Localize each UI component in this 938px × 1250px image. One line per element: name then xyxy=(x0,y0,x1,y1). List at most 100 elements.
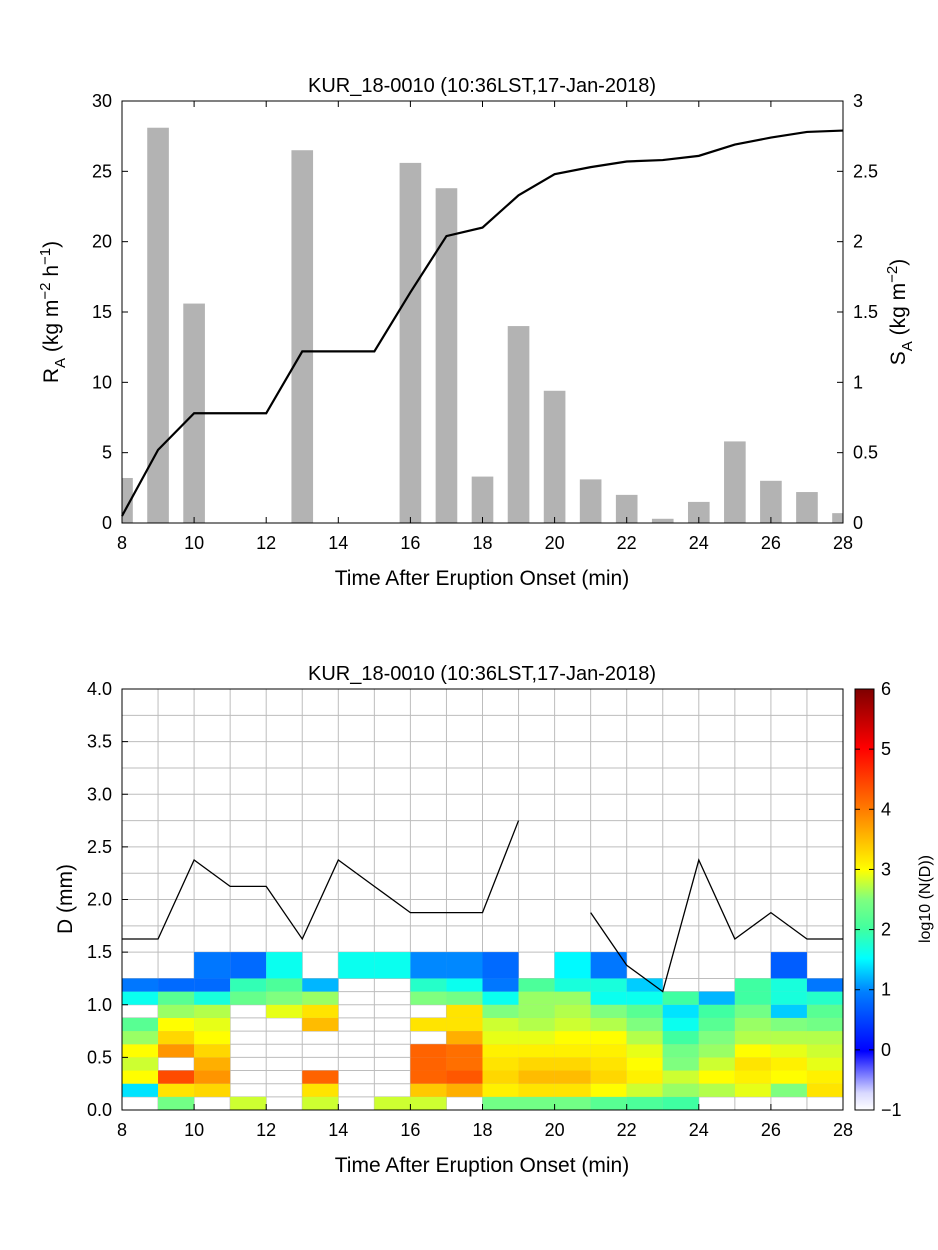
heatmap-cell xyxy=(158,1017,195,1032)
heatmap-cell xyxy=(266,952,303,979)
x-tick-label: 8 xyxy=(117,533,127,553)
heatmap-cell xyxy=(482,991,519,1005)
top-x-axis-label: Time After Eruption Onset (min) xyxy=(335,567,629,590)
heatmap-cell xyxy=(122,1083,159,1097)
heatmap-cell xyxy=(122,1017,159,1032)
max-diameter-line xyxy=(122,820,520,941)
heatmap-cell xyxy=(770,978,807,992)
y-tick-label: 4.0 xyxy=(87,679,112,699)
heatmap-cell xyxy=(698,1044,735,1058)
heatmap-cell xyxy=(626,991,663,1005)
y2-tick-label: 0 xyxy=(853,513,863,533)
y-tick-label: 25 xyxy=(92,161,112,181)
heatmap-cell xyxy=(230,978,267,992)
x-tick-label: 16 xyxy=(400,533,420,553)
heatmap-cell xyxy=(518,1031,555,1045)
colorbar-tick-label: 5 xyxy=(881,739,891,759)
y-tick-label: 5 xyxy=(102,443,112,463)
heatmap-cell xyxy=(662,1070,699,1084)
heatmap-cell xyxy=(806,978,843,992)
x-tick-label: 10 xyxy=(184,533,204,553)
heatmap-cell xyxy=(482,1096,519,1110)
heatmap-cell xyxy=(806,991,843,1005)
y-tick-label: 0.0 xyxy=(87,1100,112,1120)
y2-tick-label: 2 xyxy=(853,232,863,252)
heatmap-cell xyxy=(446,1070,483,1084)
heatmap-cell xyxy=(266,1004,303,1018)
heatmap-cell xyxy=(590,1070,627,1084)
x-tick-label: 12 xyxy=(256,1120,276,1140)
heatmap-cell xyxy=(410,1083,447,1097)
heatmap-cell xyxy=(554,1070,591,1084)
x-tick-label: 18 xyxy=(472,1120,492,1140)
heatmap-cell xyxy=(626,1017,663,1032)
heatmap-cell xyxy=(662,1004,699,1018)
y-tick-label: 30 xyxy=(92,91,112,111)
heatmap-cell xyxy=(662,1096,699,1110)
heatmap-cell xyxy=(770,952,807,979)
y-tick-label: 2.0 xyxy=(87,890,112,910)
bar xyxy=(832,513,843,523)
heatmap-cell xyxy=(446,1044,483,1058)
heatmap-cell xyxy=(734,991,771,1005)
heatmap-cell xyxy=(122,978,159,992)
heatmap-cell xyxy=(482,1031,519,1045)
heatmap-cell xyxy=(590,952,627,979)
heatmap-cell xyxy=(230,952,267,979)
y-tick-label: 0.5 xyxy=(87,1047,112,1067)
heatmap-cell xyxy=(554,1044,591,1058)
top-chart-title: KUR_18-0010 (10:36LST,17-Jan-2018) xyxy=(308,75,656,97)
heatmap-cell xyxy=(626,1044,663,1058)
bottom-y-ticks: 0.0 0.5 1.0 1.5 2.0 2.5 3.0 3.5 4.0 xyxy=(87,679,128,1120)
x-tick-label: 10 xyxy=(184,1120,204,1140)
heatmap-cell xyxy=(122,1057,159,1071)
y2-tick-label: 2.5 xyxy=(853,161,878,181)
bar xyxy=(651,518,674,523)
heatmap-cell xyxy=(266,978,303,992)
heatmap-cell xyxy=(806,1031,843,1045)
heatmap-cell xyxy=(410,1017,447,1032)
y-tick-label: 15 xyxy=(92,302,112,322)
x-tick-label: 28 xyxy=(833,1120,853,1140)
x-tick-label: 22 xyxy=(617,533,637,553)
heatmap-cell xyxy=(662,1017,699,1032)
heatmap-cell xyxy=(770,1044,807,1058)
heatmap-cell xyxy=(662,1031,699,1045)
bar xyxy=(796,492,818,523)
heatmap-cell xyxy=(554,1057,591,1071)
colorbar-tick-label: 2 xyxy=(881,920,891,940)
bar xyxy=(687,501,710,523)
colorbar-tick-label: 4 xyxy=(881,799,891,819)
heatmap-cell xyxy=(446,1004,483,1018)
heatmap-cell xyxy=(698,1031,735,1045)
heatmap-cell xyxy=(662,1083,699,1097)
top-line xyxy=(121,129,844,517)
x-tick-label: 24 xyxy=(689,1120,709,1140)
top-bars xyxy=(122,127,843,523)
heatmap-cell xyxy=(698,991,735,1005)
heatmap-cell xyxy=(158,1083,195,1097)
heatmap-cell xyxy=(590,1096,627,1110)
heatmap-cell xyxy=(446,991,483,1005)
heatmap-cell xyxy=(158,1031,195,1045)
heatmap-cell xyxy=(734,1031,771,1045)
heatmap-cell xyxy=(698,1070,735,1084)
heatmap-cell xyxy=(194,978,231,992)
heatmap-cell xyxy=(158,1044,195,1058)
heatmap-cell xyxy=(590,1031,627,1045)
heatmap-cell xyxy=(554,991,591,1005)
bar xyxy=(507,326,530,523)
heatmap-cell xyxy=(806,1057,843,1071)
heatmap-cell xyxy=(518,1017,555,1032)
heatmap-cell xyxy=(266,991,303,1005)
y2-tick-label: 3 xyxy=(853,91,863,111)
top-x-ticks: 8 10 12 14 16 18 20 22 24 26 28 xyxy=(117,101,853,553)
top-chart: KUR_18-0010 (10:36LST,17-Jan-2018) 8 10 12… xyxy=(37,75,916,590)
colorbar-tick-label: 0 xyxy=(881,1040,891,1060)
heatmap-cell xyxy=(482,952,519,979)
heatmap-cell xyxy=(590,1083,627,1097)
heatmap-cell xyxy=(482,978,519,992)
x-tick-label: 22 xyxy=(617,1120,637,1140)
heatmap-cell xyxy=(302,1004,339,1018)
